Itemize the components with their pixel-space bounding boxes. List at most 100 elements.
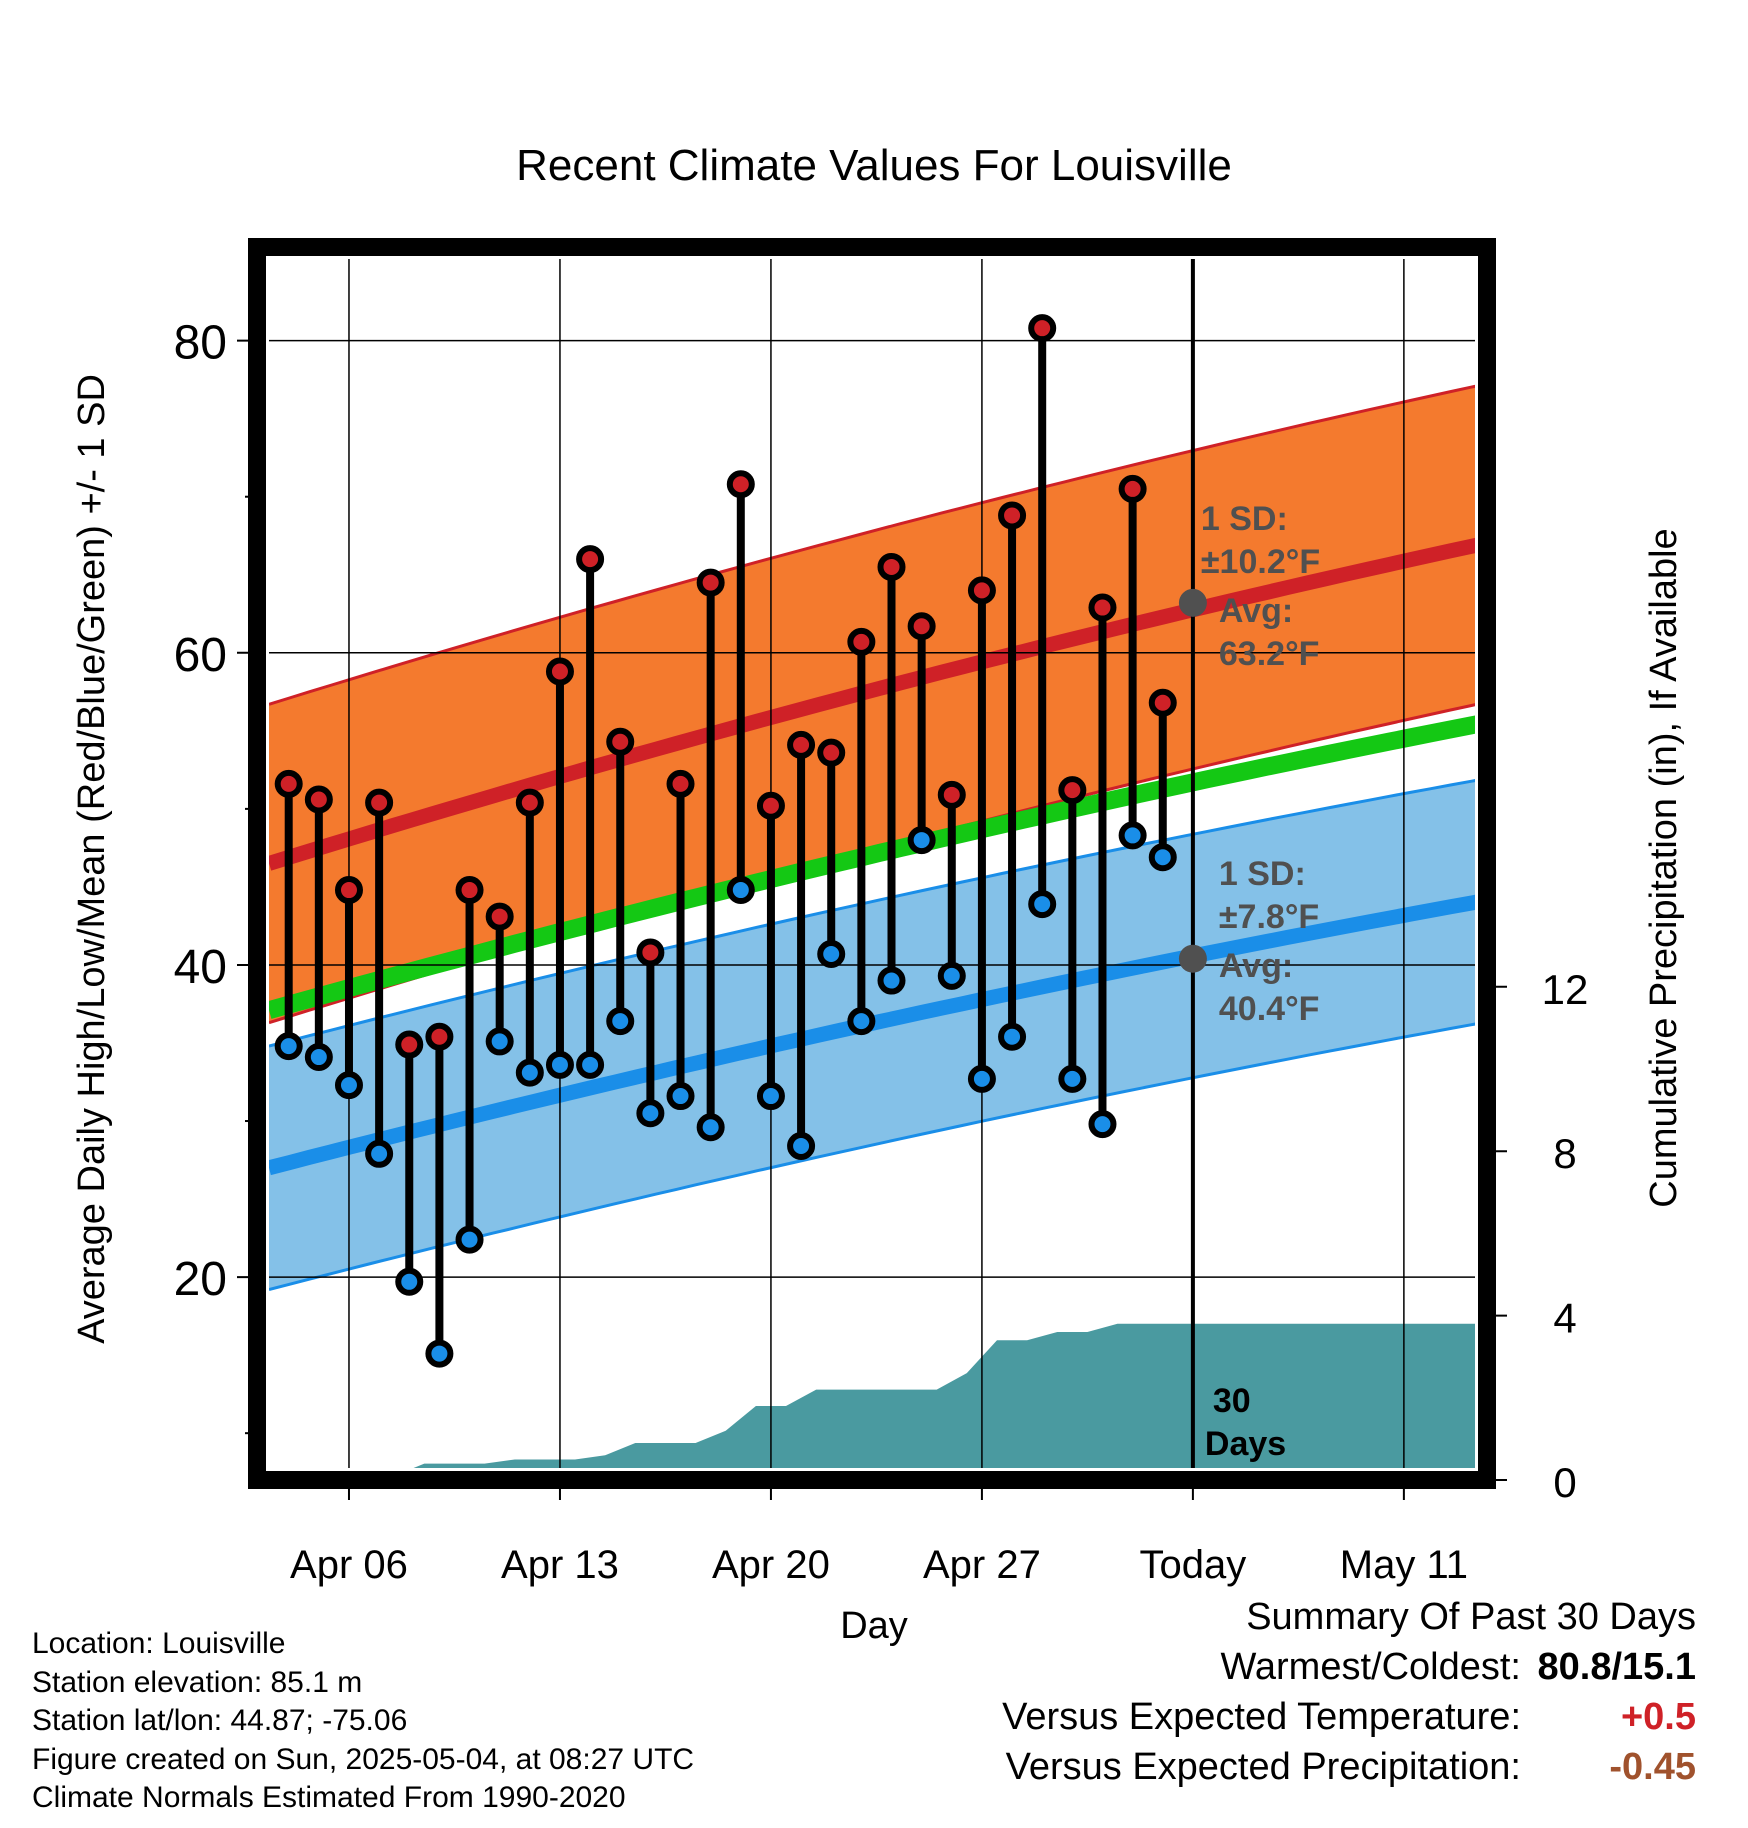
obs-low-point: [576, 1050, 605, 1079]
chart-title: Recent Climate Values For Louisville: [516, 141, 1232, 190]
obs-low-point: [696, 1113, 725, 1142]
summary-precip-value: -0.45: [1609, 1746, 1696, 1788]
obs-low-point: [636, 1099, 665, 1128]
obs-high-point: [877, 552, 906, 581]
summary-precip-row: Versus Expected Precipitation: -0.45: [1002, 1742, 1696, 1792]
high-sd-value: ±10.2°F: [1201, 543, 1320, 581]
high-sd-band: [269, 386, 1475, 1023]
obs-low-point: [1088, 1110, 1117, 1139]
obs-high-point: [1088, 593, 1117, 622]
obs-low-point: [304, 1043, 333, 1072]
x-tick-label: Apr 20: [712, 1543, 830, 1587]
obs-high-point: [696, 568, 725, 597]
obs-low-point: [756, 1082, 785, 1111]
summary-temp-label: Versus Expected Temperature:: [1002, 1696, 1521, 1738]
obs-high-point: [425, 1022, 454, 1051]
low-avg-label: Avg:: [1219, 947, 1293, 985]
info-created: Figure created on Sun, 2025-05-04, at 08…: [32, 1743, 695, 1776]
low-sd-label: 1 SD:: [1219, 855, 1306, 893]
obs-low-point: [334, 1071, 363, 1100]
obs-low-point: [998, 1022, 1027, 1051]
obs-low-point: [726, 876, 755, 905]
days-count-label: 30: [1213, 1382, 1251, 1420]
obs-high-point: [1148, 688, 1177, 717]
obs-high-point: [606, 727, 635, 756]
low-avg-value: 40.4°F: [1219, 990, 1320, 1028]
obs-low-point: [877, 966, 906, 995]
y2-tick-label: 8: [1553, 1130, 1576, 1177]
obs-low-point: [274, 1032, 303, 1061]
obs-high-point: [998, 501, 1027, 530]
low-sd-band: [269, 780, 1475, 1290]
today-low-avg-dot: [1178, 944, 1207, 973]
plot-content: 1 SD: ±10.2°F Avg: 63.2°F 1 SD: ±7.8°F Avg: 40.…: [269, 259, 1475, 1468]
y-tick-label: 20: [174, 1253, 227, 1306]
high-sd-band-upper-edge: [269, 384, 1475, 706]
obs-high-point: [817, 738, 846, 767]
obs-high-point: [334, 876, 363, 905]
obs-low-point: [907, 826, 936, 855]
obs-low-point: [847, 1007, 876, 1036]
obs-low-point: [787, 1131, 816, 1160]
obs-low-point: [365, 1139, 394, 1168]
y2-tick-label: 0: [1553, 1459, 1576, 1506]
obs-high-point: [666, 769, 695, 798]
high-avg-value: 63.2°F: [1219, 635, 1320, 673]
obs-high-point: [937, 780, 966, 809]
obs-high-point: [515, 788, 544, 817]
obs-low-point: [817, 940, 846, 969]
low-sd-value: ±7.8°F: [1219, 898, 1319, 936]
high-sd-label: 1 SD:: [1201, 500, 1288, 538]
obs-high-point: [756, 791, 785, 820]
high-mean-line: [269, 537, 1475, 871]
summary-temp-row: Versus Expected Temperature: +0.5: [1002, 1692, 1696, 1742]
obs-high-point: [365, 788, 394, 817]
obs-high-point: [847, 627, 876, 656]
obs-low-point: [425, 1339, 454, 1368]
precip-area: [413, 1323, 1475, 1468]
info-normals: Climate Normals Estimated From 1990-2020: [32, 1781, 626, 1814]
obs-high-point: [1058, 776, 1087, 805]
obs-low-point: [395, 1267, 424, 1296]
obs-low-point: [1028, 890, 1057, 919]
obs-low-point: [937, 961, 966, 990]
plot-area: 1 SD: ±10.2°F Avg: 63.2°F 1 SD: ±7.8°F Avg: 40.…: [269, 259, 1475, 1468]
y-tick-label: 40: [174, 941, 227, 994]
obs-low-point: [455, 1225, 484, 1254]
obs-high-point: [1028, 314, 1057, 343]
high-avg-label: Avg:: [1219, 592, 1293, 630]
obs-high-point: [274, 769, 303, 798]
y2-tick-label: 4: [1553, 1295, 1576, 1342]
obs-high-point: [576, 545, 605, 574]
y-tick-label: 80: [174, 317, 227, 370]
y-axis-label: Average Daily High/Low/Mean (Red/Blue/Gr…: [71, 374, 113, 1344]
obs-low-point: [967, 1064, 996, 1093]
obs-high-point: [545, 657, 574, 686]
info-location: Location: Louisville: [32, 1627, 286, 1660]
obs-low-point: [1118, 821, 1147, 850]
summary-precip-label: Versus Expected Precipitation:: [1005, 1746, 1521, 1788]
obs-high-point: [636, 938, 665, 967]
x-tick-label: Apr 27: [923, 1543, 1041, 1587]
x-tick-label: May 11: [1340, 1543, 1468, 1587]
summary-temp-value: +0.5: [1620, 1696, 1696, 1738]
info-latlon: Station lat/lon: 44.87; -75.06: [32, 1704, 408, 1737]
obs-low-point: [1148, 843, 1177, 872]
y2-axis-label: Cumulative Precipitation (in), If Availa…: [1643, 528, 1685, 1207]
x-tick-label: Today: [1140, 1543, 1247, 1587]
obs-high-point: [1118, 474, 1147, 503]
summary-warmest-value: 80.8/15.1: [1537, 1646, 1696, 1688]
obs-low-point: [485, 1027, 514, 1056]
x-tick-label: Apr 13: [501, 1543, 619, 1587]
summary-warmest-row: Warmest/Coldest: 80.8/15.1: [1002, 1642, 1696, 1692]
obs-high-point: [455, 876, 484, 905]
info-elevation: Station elevation: 85.1 m: [32, 1666, 363, 1699]
obs-high-point: [907, 612, 936, 641]
obs-high-point: [787, 730, 816, 759]
obs-high-point: [395, 1030, 424, 1059]
x-tick-label: Apr 06: [290, 1543, 408, 1587]
axes: 20 40 60 80 0 4 8 12 Apr 06 Apr 13 Apr 20 Apr 27 Tod…: [174, 238, 1588, 1587]
summary-panel: Summary Of Past 30 Days Warmest/Coldest:…: [1002, 1592, 1696, 1792]
obs-low-point: [666, 1082, 695, 1111]
